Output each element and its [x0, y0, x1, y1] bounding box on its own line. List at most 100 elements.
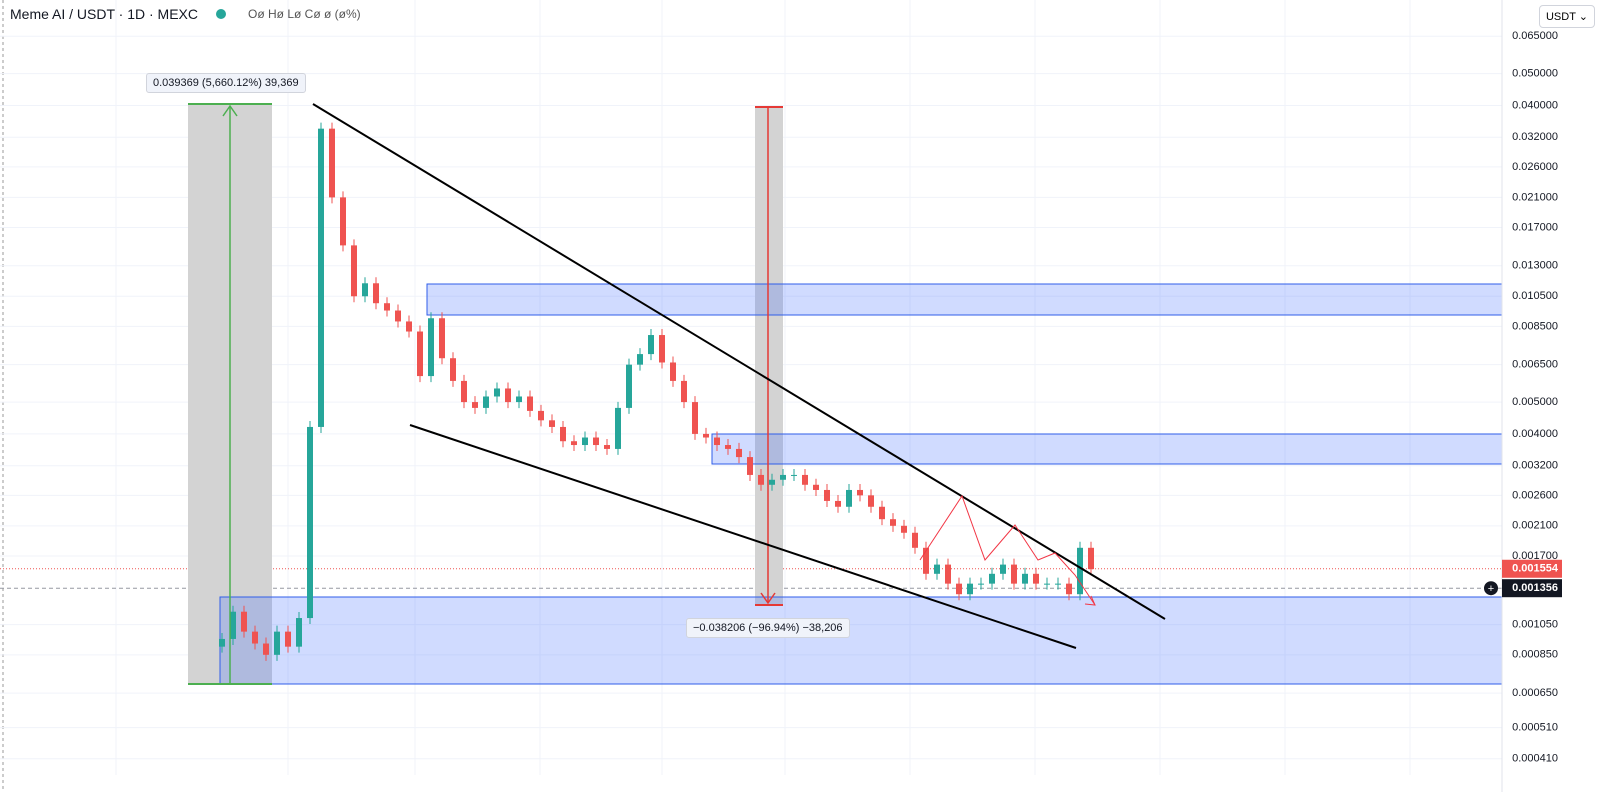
candle-body [1066, 583, 1072, 595]
y-tick-label: 0.005000 [1512, 396, 1558, 408]
zone-box [426, 283, 1503, 316]
candle-body [538, 410, 544, 421]
currency-select[interactable]: USDT ⌄ [1538, 5, 1595, 28]
candle-body [1000, 564, 1006, 574]
trend-line [312, 103, 1166, 620]
candle-body [714, 437, 720, 446]
candle-body [1044, 583, 1050, 585]
arrow-head [1084, 595, 1096, 606]
candle-body [802, 474, 808, 485]
candle-body [1088, 547, 1094, 570]
candle-body [560, 426, 566, 442]
candle-body [978, 583, 984, 585]
candle-body [890, 519, 896, 526]
y-tick-label: 0.013000 [1512, 260, 1558, 272]
candle-body [307, 426, 313, 619]
candle-body [681, 380, 687, 403]
price-tag-label: 0.001356 [1512, 582, 1558, 594]
candle-body [1011, 564, 1017, 584]
y-tick-label: 0.003200 [1512, 460, 1558, 472]
candle-body [1055, 583, 1061, 585]
symbol-title: Meme AI / USDT · 1D · MEXC [10, 6, 198, 22]
candle-body [703, 433, 709, 438]
y-tick-label: 0.040000 [1512, 99, 1558, 111]
y-tick-label: 0.065000 [1512, 30, 1558, 42]
y-tick-label: 0.026000 [1512, 161, 1558, 173]
trend-line [409, 424, 1077, 649]
candle-body [406, 321, 412, 332]
candle-body [659, 335, 665, 363]
arrow-head [222, 104, 238, 117]
candle-body [384, 303, 390, 311]
currency-label: USDT [1545, 11, 1576, 23]
measure-label: 0.039369 (5,660.12%) 39,369 [146, 73, 306, 93]
y-tick-label: 0.000410 [1512, 753, 1558, 765]
candle-body [571, 441, 577, 446]
candle-body [615, 407, 621, 449]
status-dot [216, 9, 226, 19]
zone-box [711, 433, 1503, 465]
price-axis: 0.065000 0.050000 0.040000 0.032000 0.026000… [1484, 0, 1562, 792]
candle-body [637, 354, 643, 365]
y-tick-label: 0.002100 [1512, 520, 1558, 532]
candle-body [549, 420, 555, 427]
candle-body [582, 437, 588, 446]
candle-body [461, 380, 467, 403]
candle-body [604, 445, 610, 449]
candle-body [824, 489, 830, 501]
candle-body [340, 197, 346, 246]
candle-body [923, 547, 929, 574]
candle-body [417, 331, 423, 377]
candle-body [857, 489, 863, 496]
candle-body [868, 495, 874, 507]
candle-body [813, 484, 819, 490]
price-tag [1502, 579, 1562, 598]
candle-body [274, 631, 280, 655]
candle-body [956, 583, 962, 595]
candle-body [516, 396, 522, 403]
symbol-header: Meme AI / USDT · 1D · MEXC Oø Hø Lø Cø ø… [10, 6, 361, 22]
candle-body [318, 128, 324, 427]
y-tick-label: 0.010500 [1512, 290, 1558, 302]
candle-body [241, 611, 247, 632]
candle-body [791, 474, 797, 476]
candle-body [527, 396, 533, 411]
candle-body [945, 564, 951, 584]
price-tag-label: 0.001554 [1512, 563, 1559, 575]
candle-body [648, 335, 654, 355]
measure-range-down [755, 107, 783, 605]
candle-body [373, 283, 379, 304]
candle-body [1077, 547, 1083, 595]
candle-body [747, 457, 753, 475]
candle-body [252, 631, 258, 644]
y-tick-label: 0.032000 [1512, 131, 1558, 143]
y-tick-label: 0.001050 [1512, 619, 1558, 631]
candle-body [934, 564, 940, 574]
candle-body [1033, 573, 1039, 584]
candle-body [472, 402, 478, 408]
measure-label: −0.038206 (−96.94%) −38,206 [686, 618, 850, 638]
candle-body [296, 618, 302, 647]
candle-body [219, 638, 225, 647]
y-tick-label: 0.050000 [1512, 68, 1558, 80]
y-tick-label: 0.001700 [1512, 550, 1558, 562]
candle-body [769, 479, 775, 485]
candle-body [230, 611, 236, 639]
candle-body [835, 500, 841, 507]
candle-body [725, 445, 731, 449]
candle-body [967, 583, 973, 595]
candle-body [351, 245, 357, 297]
y-tick-label: 0.017000 [1512, 221, 1558, 233]
candle-body [428, 318, 434, 377]
candle-body [450, 358, 456, 381]
candle-body [494, 388, 500, 397]
candle-body [989, 573, 995, 584]
y-tick-label: 0.000510 [1512, 722, 1558, 734]
candle-body [901, 525, 907, 533]
y-tick-label: 0.021000 [1512, 191, 1558, 203]
candle-body [263, 643, 269, 655]
candle-body [879, 506, 885, 520]
candle-body [439, 318, 445, 359]
